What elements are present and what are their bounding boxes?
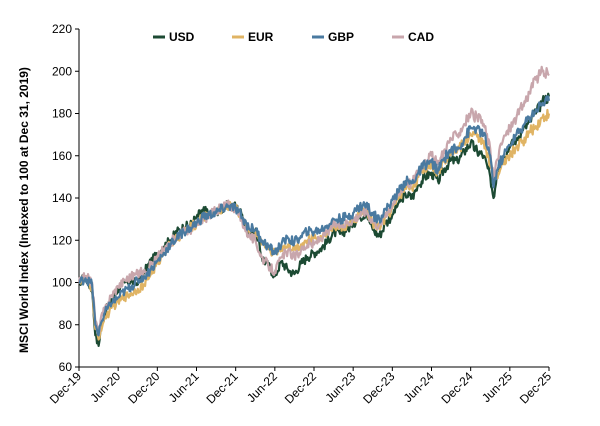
x-tick-label: Dec-22: [282, 369, 319, 406]
x-tick-label: Dec-25: [517, 369, 554, 406]
x-tick-label: Jun-22: [244, 369, 280, 405]
x-tick-label: Dec-19: [47, 369, 84, 406]
series-line-eur: [78, 108, 551, 341]
x-tick-label: Dec-21: [204, 369, 241, 406]
y-tick-label: 200: [52, 64, 72, 78]
y-tick-label: 120: [52, 233, 72, 247]
legend-label-eur: EUR: [248, 30, 274, 44]
series-line-gbp: [78, 95, 551, 337]
x-tick-label: Jun-23: [322, 369, 358, 405]
y-tick-label: 140: [52, 191, 72, 205]
x-tick-label: Dec-23: [360, 369, 397, 406]
legend-label-usd: USD: [169, 30, 195, 44]
x-tick-label: Jun-25: [479, 369, 515, 405]
x-axis: Dec-19 Jun-20 Dec-20 Jun-21 Dec-21 Jun-22 Dec-…: [47, 366, 554, 406]
y-tick-label: 180: [52, 107, 72, 121]
legend: USD EUR GBP CAD: [153, 30, 434, 44]
y-tick-label: 220: [52, 22, 72, 36]
x-tick-label: Dec-20: [125, 369, 162, 406]
legend-label-gbp: GBP: [328, 30, 354, 44]
y-axis-title: MSCI World Index (Indexed to 100 at Dec …: [17, 67, 31, 353]
x-tick-label: Jun-20: [87, 369, 123, 405]
y-tick-label: 80: [59, 318, 73, 332]
series-line-usd: [77, 92, 551, 347]
y-tick-label: 160: [52, 149, 72, 163]
x-tick-label: Jun-21: [166, 369, 202, 405]
x-tick-label: Jun-24: [401, 369, 437, 405]
x-tick-label: Dec-24: [439, 369, 476, 406]
plot-lines: [77, 65, 551, 347]
legend-label-cad: CAD: [408, 30, 434, 44]
series-line-cad: [77, 65, 550, 335]
y-tick-label: 60: [59, 360, 73, 374]
y-tick-label: 100: [52, 276, 72, 290]
y-axis: 60 80 100 120 140 160 180 200 220: [52, 22, 80, 374]
